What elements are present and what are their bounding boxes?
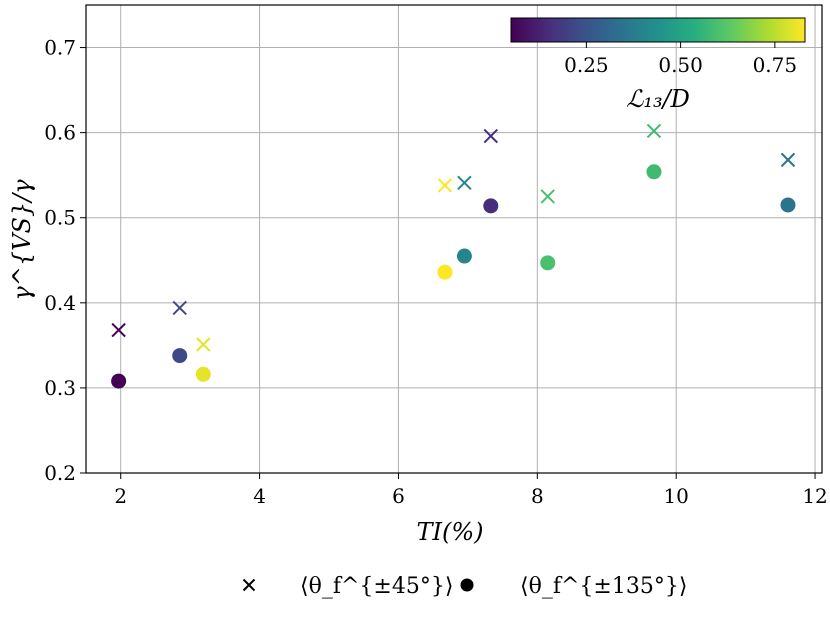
x-tick-label: 12 [802, 484, 827, 508]
x-axis-label: TI(%) [416, 518, 483, 546]
y-tick-label: 0.5 [44, 206, 76, 230]
colorbar-tick-label: 0.75 [753, 53, 798, 77]
circle-marker [540, 255, 556, 271]
cross-stroke [172, 300, 187, 316]
x-tick-label: 2 [114, 484, 127, 508]
cross-stroke [437, 178, 453, 193]
cross-marker [172, 300, 187, 316]
colorbar-label: ℒ₁₃/D [626, 85, 690, 113]
cross-stroke [242, 578, 256, 592]
x-tick-label: 10 [663, 484, 688, 508]
legend-label: ⟨θ_f^{±45°}⟩ [300, 574, 453, 599]
x-tick-label: 8 [531, 484, 544, 508]
legend-marker-cross [242, 578, 256, 592]
x-tick-label: 4 [253, 484, 266, 508]
circle-marker [646, 164, 662, 180]
cross-marker [780, 152, 796, 168]
y-axis-label: γ^{VS}/γ [8, 179, 36, 301]
circle-marker [437, 264, 453, 280]
colorbar: 0.25 0.50 0.75 ℒ₁₃/D [510, 17, 806, 113]
cross-marker [483, 128, 499, 144]
axis-ticks: 2 4 6 8 10 12 0.2 0.3 0.4 0.5 0.6 0.7 [44, 36, 828, 508]
cross-stroke [540, 189, 555, 204]
y-tick-label: 0.2 [44, 461, 76, 485]
colorbar-tick-label: 0.50 [658, 53, 703, 77]
y-tick-label: 0.3 [44, 376, 76, 400]
cross-marker [457, 175, 472, 191]
cross-marker [540, 189, 555, 204]
x-tick-label: 6 [392, 484, 405, 508]
data-points [111, 123, 796, 389]
legend: ⟨θ_f^{±45°}⟩ ⟨θ_f^{±135°}⟩ [242, 574, 687, 599]
grid-lines [86, 5, 822, 474]
plot-frame [85, 4, 823, 474]
cross-stroke [646, 123, 662, 139]
cross-marker [646, 123, 662, 139]
circle-marker [172, 348, 188, 364]
cross-stroke [457, 175, 472, 191]
circle-marker [456, 248, 472, 264]
cross-stroke [483, 128, 499, 144]
legend-label: ⟨θ_f^{±135°}⟩ [520, 574, 687, 599]
circle-marker [780, 197, 796, 213]
cross-stroke [780, 152, 796, 168]
y-tick-label: 0.4 [44, 291, 76, 315]
cross-marker [111, 322, 126, 338]
circle-marker [195, 366, 211, 382]
y-tick-label: 0.6 [44, 121, 76, 145]
cross-stroke [111, 322, 126, 338]
legend-marker-circle [460, 578, 474, 592]
cross-marker [196, 337, 211, 352]
y-tick-label: 0.7 [44, 36, 76, 60]
colorbar-tick-label: 0.25 [564, 53, 609, 77]
cross-marker [437, 178, 453, 193]
circle-marker [483, 198, 499, 214]
circle-marker [111, 373, 127, 389]
colorbar-gradient [510, 17, 806, 43]
colorbar-ticks: 0.25 0.50 0.75 [564, 42, 797, 77]
cross-stroke [196, 337, 211, 352]
